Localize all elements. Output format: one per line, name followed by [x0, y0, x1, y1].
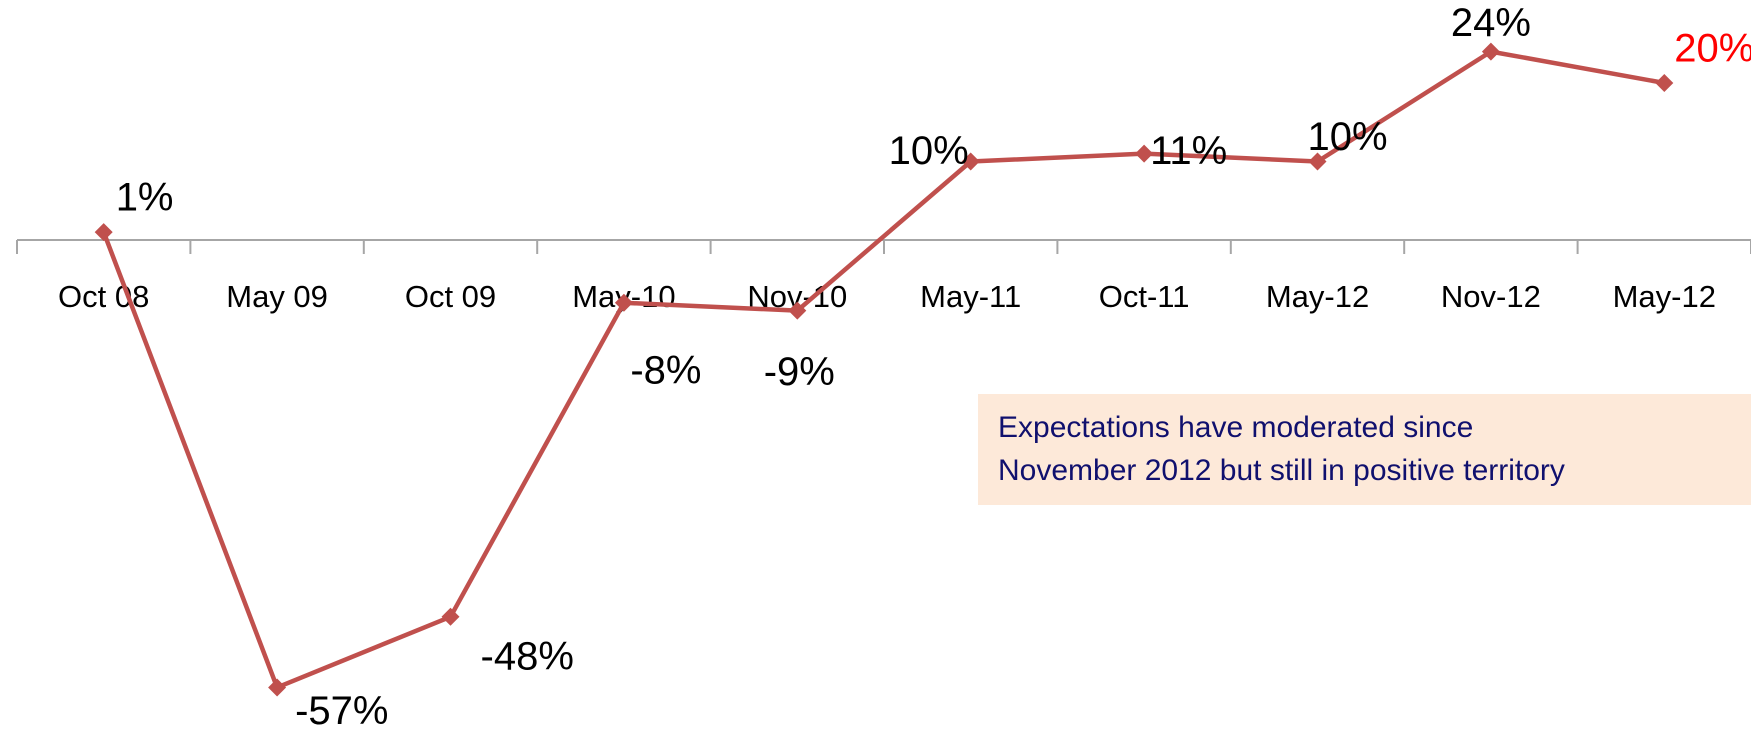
data-label: 10%: [889, 129, 969, 173]
data-point: [1655, 74, 1674, 92]
x-tick-label: May-12: [1266, 279, 1369, 314]
data-label: -8%: [630, 348, 701, 392]
x-tick-label: Oct 09: [405, 279, 496, 314]
annotation-line: Expectations have moderated since: [998, 411, 1473, 444]
x-tick-label: May-12: [1613, 279, 1716, 314]
data-point: [614, 293, 633, 312]
data-label: -48%: [481, 634, 574, 678]
x-tick-label: Oct 08: [58, 279, 149, 314]
x-tick-label: May-11: [920, 279, 1021, 314]
annotation-line: November 2012 but still in positive terr…: [998, 454, 1565, 487]
data-point: [961, 152, 980, 171]
x-tick-label: May 09: [226, 279, 328, 314]
data-point: [441, 607, 460, 626]
data-label: 1%: [116, 176, 174, 220]
data-point: [1308, 152, 1327, 171]
data-label: -57%: [295, 689, 388, 732]
data-point: [268, 678, 287, 697]
data-label: -9%: [764, 350, 835, 394]
x-tick-label: Nov-12: [1441, 279, 1541, 314]
data-point: [1135, 144, 1154, 163]
data-label: 10%: [1308, 115, 1388, 159]
data-point: [94, 223, 113, 242]
data-label: 11%: [1150, 129, 1227, 173]
data-label: 24%: [1451, 1, 1531, 45]
series-line: [101, 49, 1665, 690]
data-point: [788, 301, 807, 320]
x-tick-label: Oct-11: [1099, 279, 1190, 314]
data-point: [1481, 42, 1500, 61]
annotation-box: [978, 394, 1751, 505]
data-label: 20%: [1674, 27, 1751, 71]
